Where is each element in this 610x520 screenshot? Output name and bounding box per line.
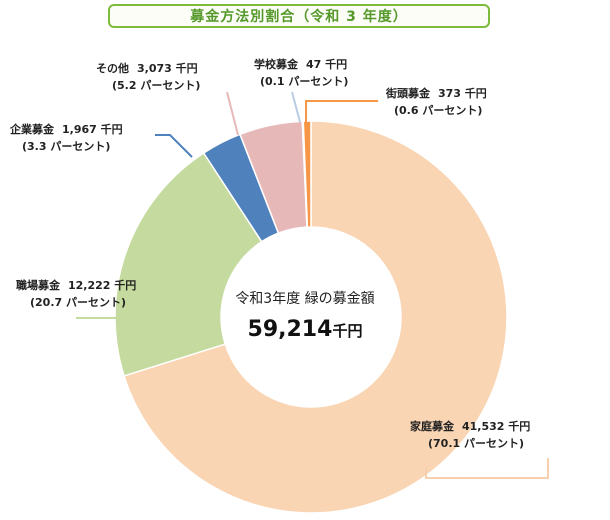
label-shokuba-percent: (20.7 パーセント): [30, 296, 126, 309]
label-sonota-percent: (5.2 パーセント): [112, 79, 200, 92]
label-katei-name: 家庭募金: [410, 419, 455, 433]
label-shokuba-amount: 12,222 千円: [68, 278, 136, 292]
label-katei-percent: (70.1 パーセント): [428, 437, 524, 450]
label-gakko-percent: (0.1 パーセント): [260, 75, 348, 88]
leader-gaito: [305, 100, 378, 122]
label-shokuba: 職場募金 12,222 千円: [16, 278, 136, 292]
label-sonota-amount: 3,073 千円: [137, 61, 198, 75]
chart-title: 募金方法別割合（令和 3 年度）: [108, 4, 490, 28]
donut-slices: [114, 120, 508, 514]
leader-shokuba: [76, 317, 141, 334]
label-gakko-name: 学校募金: [254, 57, 299, 71]
label-gakko: 学校募金 47 千円: [254, 57, 347, 71]
label-gaito-amount: 373 千円: [438, 86, 487, 100]
label-katei-amount: 41,532 千円: [462, 419, 530, 433]
leader-gakko: [291, 91, 301, 123]
leader-sonota: [226, 91, 239, 136]
label-kigyo-name: 企業募金: [9, 122, 55, 136]
label-sonota-name: その他: [96, 61, 129, 75]
label-gaito-percent: (0.6 パーセント): [394, 104, 482, 117]
leader-katei: [425, 458, 549, 479]
label-kigyo-amount: 1,967 千円: [62, 122, 123, 136]
label-kigyo-percent: (3.3 パーセント): [22, 140, 110, 153]
center-label: 令和3年度 緑の募金額: [235, 291, 374, 307]
slice-shokuba: [114, 151, 263, 377]
label-gaito: 街頭募金 373 千円: [385, 86, 487, 100]
label-gaito-name: 街頭募金: [385, 86, 431, 100]
label-sonota: その他 3,073 千円: [96, 61, 198, 75]
center-total-unit: 千円: [332, 322, 362, 340]
center-total: 59,214千円: [248, 317, 363, 342]
label-shokuba-name: 職場募金: [16, 278, 61, 292]
leader-lines: [76, 91, 549, 479]
label-kigyo: 企業募金 1,967 千円: [9, 122, 123, 136]
leader-kigyo: [155, 134, 193, 158]
slice-katei: [123, 120, 508, 514]
label-gakko-amount: 47 千円: [306, 57, 347, 71]
label-katei: 家庭募金 41,532 千円: [410, 419, 530, 433]
center-total-value: 59,214: [248, 317, 333, 342]
